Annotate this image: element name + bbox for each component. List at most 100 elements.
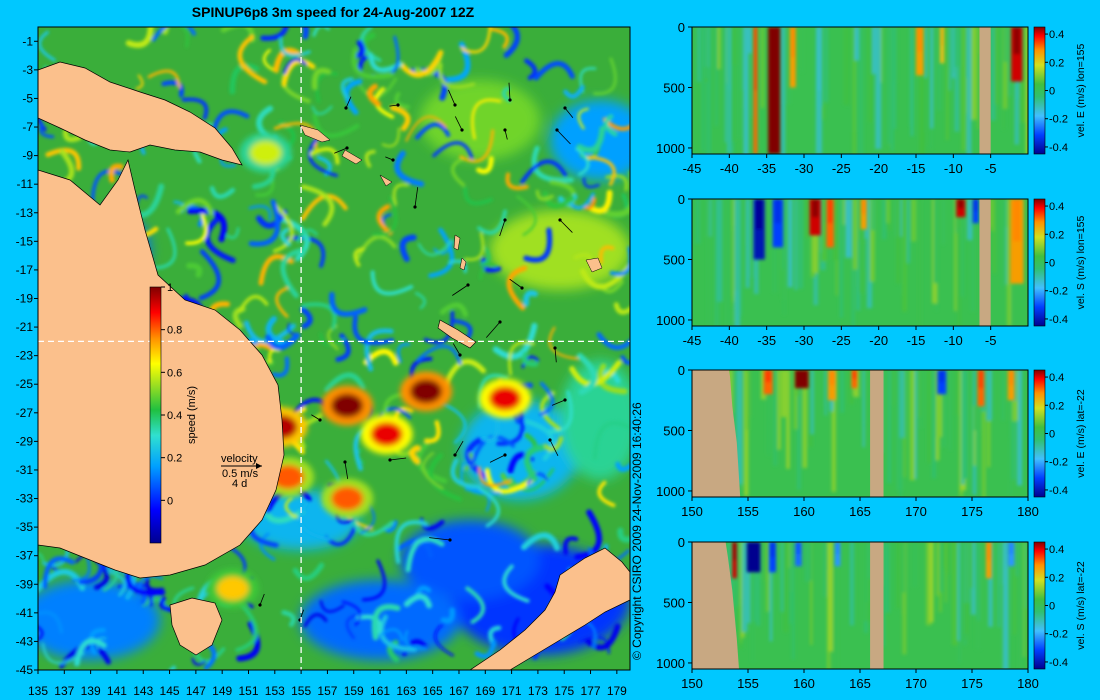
section-colorbar-tick-label: -0.4: [1049, 657, 1068, 669]
section-streak: [716, 199, 723, 302]
map-texture-filament: [88, 628, 106, 655]
section-streak: [913, 370, 917, 479]
speed-colorbar-tick-label: 0: [167, 495, 173, 507]
section-colorbar-tick-label: 0.4: [1049, 544, 1064, 556]
section-streak: [802, 370, 808, 468]
map-y-tick-label: -9: [22, 149, 33, 163]
map-texture-filament: [38, 625, 44, 641]
map-texture-filament: [311, 67, 332, 90]
map-texture-filament: [74, 638, 107, 667]
map-hotspot: [216, 576, 249, 601]
map-texture-filament: [283, 57, 307, 75]
velocity-vector: [556, 129, 571, 145]
velocity-vector: [554, 347, 557, 363]
land-new-caledonia: [437, 319, 477, 349]
section-streak: [993, 199, 996, 274]
map-texture-filament: [415, 122, 451, 140]
map-y-tick-label: -35: [16, 520, 34, 534]
section-y-tick-label: 0: [678, 535, 685, 550]
map-frame: [37, 26, 631, 671]
section-streak: [972, 370, 977, 406]
map-texture-filament: [563, 536, 579, 556]
section-streak: [954, 199, 957, 312]
section-feature-core: [796, 542, 801, 555]
section-streak: [948, 370, 952, 451]
map-texture-filament: [424, 420, 441, 444]
speed-colorbar-tick-label: 0.8: [167, 325, 182, 337]
map-texture-filament: [617, 527, 630, 543]
section-streak: [734, 542, 741, 607]
section-colorbar-tick-label: 0: [1049, 429, 1055, 441]
section-streak: [918, 370, 922, 418]
map-texture-filament: [353, 39, 366, 59]
section-streak: [911, 199, 917, 242]
map-y-tick-label: -15: [16, 234, 34, 248]
section-body: [692, 370, 1028, 497]
map-texture-filament: [90, 169, 125, 205]
section-feature-core: [852, 370, 857, 380]
map-texture-filament: [191, 657, 206, 666]
map-texture-filament: [548, 326, 579, 360]
map-texture-filament: [341, 600, 362, 626]
section-feature-core: [1013, 27, 1021, 55]
section-streak: [730, 27, 736, 142]
section-streak: [926, 27, 929, 133]
map-texture-filament: [389, 105, 411, 132]
section-body: [692, 199, 1028, 326]
map-texture-filament: [502, 564, 530, 603]
section-streak: [751, 542, 755, 663]
section-features: [763, 370, 1015, 407]
map-texture-filament: [463, 186, 493, 206]
section-x-tick-label: -20: [869, 161, 888, 176]
section-streak: [859, 199, 865, 294]
map-texture-filament: [152, 227, 177, 270]
map-x-tick-label: 157: [317, 684, 337, 698]
map-x-tick-label: 137: [54, 684, 74, 698]
section-streak: [966, 27, 972, 154]
section-y-tick-label: 0: [678, 20, 685, 35]
velocity-vector: [344, 461, 349, 480]
section-streak: [868, 27, 873, 123]
section-streak: [831, 370, 836, 492]
section-streak: [745, 199, 750, 288]
section-streak: [866, 199, 873, 309]
map-texture-filament: [520, 159, 568, 184]
section-feature-core: [774, 199, 782, 224]
velocity-vector: [454, 440, 464, 456]
map-texture-filament: [62, 128, 82, 143]
section-feature-core: [829, 370, 835, 386]
velocity-vector-dot: [396, 103, 400, 107]
map-texture-filament: [370, 270, 414, 296]
map-texture-filament: [438, 62, 476, 89]
section-streak: [887, 370, 891, 484]
section-streak: [959, 199, 964, 297]
section-x-tick-label: -35: [757, 333, 776, 348]
speed-colorbar-label: speed (m/s): [186, 386, 198, 444]
map-hotspot: [249, 140, 282, 165]
section-streak: [738, 199, 742, 316]
map-texture-filament: [405, 115, 448, 142]
section-streak: [896, 542, 900, 609]
section-x-tick-label: -15: [907, 161, 926, 176]
section-y-tick-label: 0: [678, 192, 685, 207]
map-texture-filament: [476, 155, 494, 174]
section-streak: [756, 27, 761, 148]
map-texture-filament: [303, 613, 328, 628]
section-streak: [886, 199, 890, 224]
map-texture-filament: [596, 332, 630, 350]
section-streak: [951, 542, 958, 646]
section-feature-core: [861, 199, 866, 215]
section-streak: [821, 199, 827, 262]
section-streak: [997, 542, 1001, 628]
section-streak: [970, 199, 976, 312]
section-x-tick-label: 170: [905, 676, 927, 691]
section-streak: [1009, 370, 1012, 496]
map-texture-filament: [434, 621, 454, 657]
section-x-tick-label: -45: [683, 161, 702, 176]
section-streak: [695, 199, 701, 244]
section-streak: [867, 542, 873, 623]
section-feature-core: [733, 542, 736, 561]
map-texture-filament: [185, 209, 208, 245]
map-texture-filament: [450, 458, 482, 489]
section-streak: [783, 542, 788, 633]
